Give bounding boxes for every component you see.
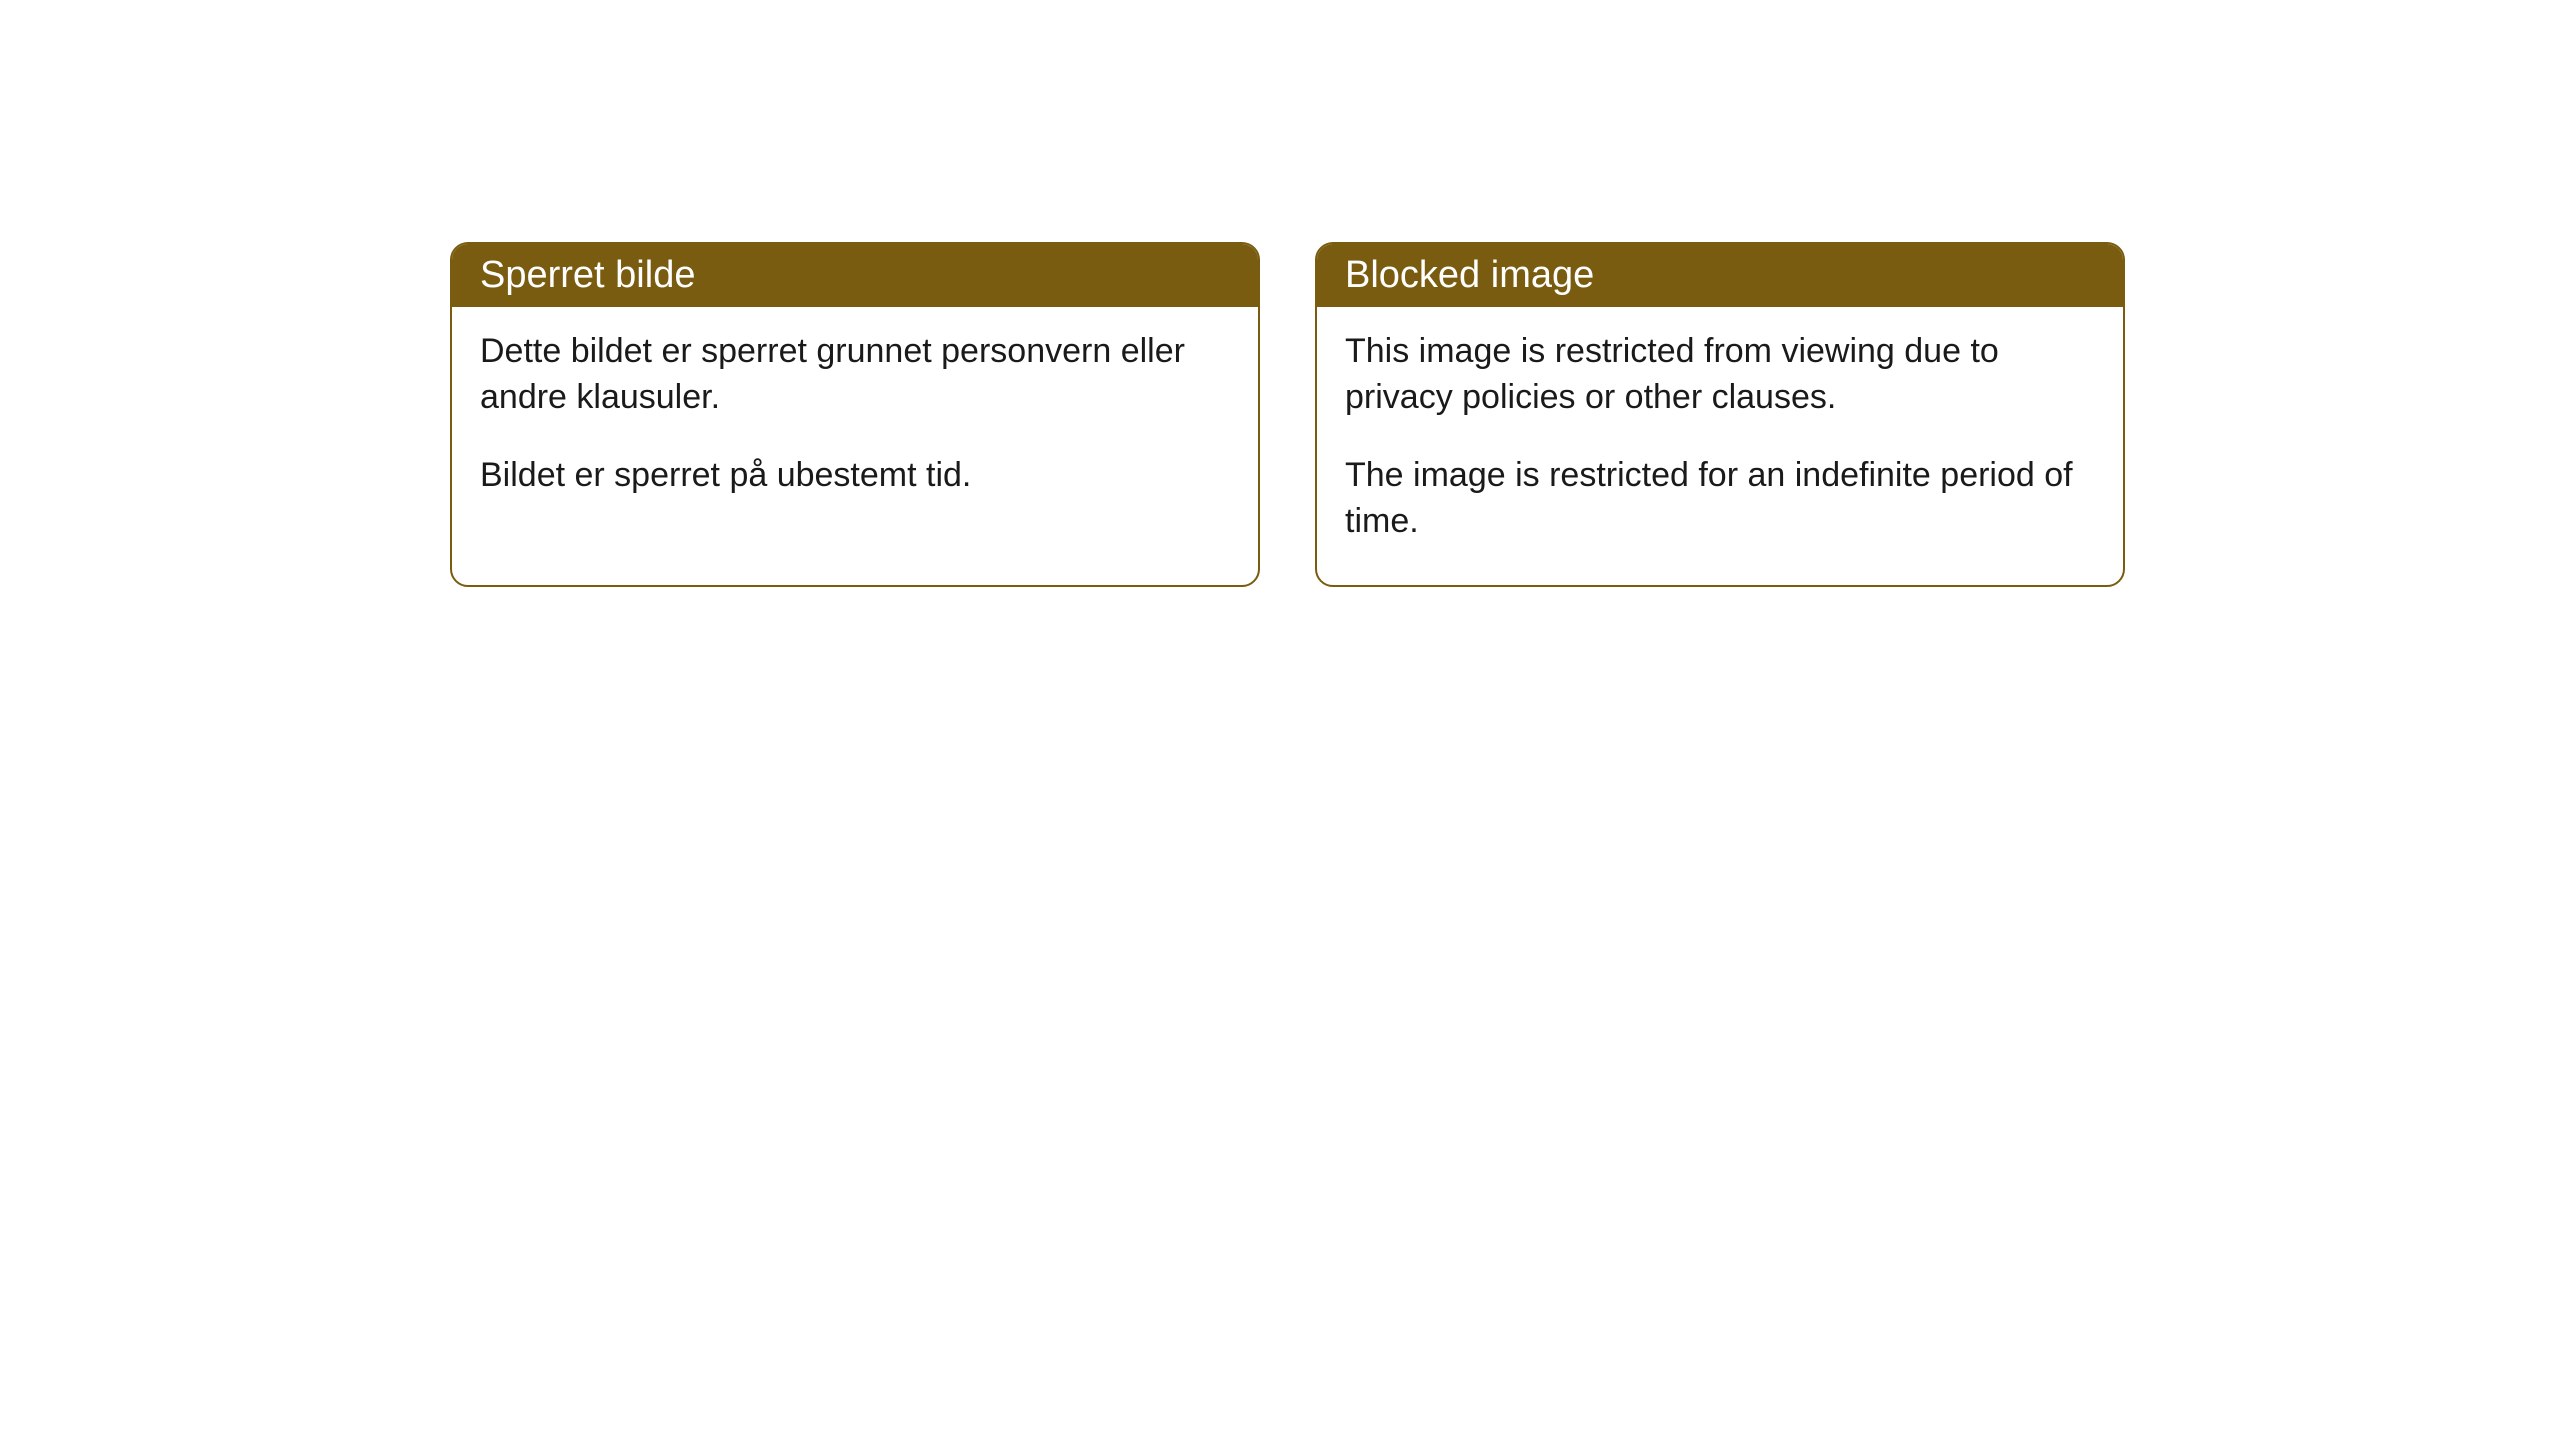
notice-body: This image is restricted from viewing du… [1317, 307, 2123, 585]
notice-header: Sperret bilde [452, 244, 1258, 307]
notice-paragraph: The image is restricted for an indefinit… [1345, 453, 2095, 545]
notice-card-norwegian: Sperret bilde Dette bildet er sperret gr… [450, 242, 1260, 587]
notice-container: Sperret bilde Dette bildet er sperret gr… [0, 0, 2560, 587]
notice-paragraph: Bildet er sperret på ubestemt tid. [480, 453, 1230, 499]
notice-card-english: Blocked image This image is restricted f… [1315, 242, 2125, 587]
notice-title: Blocked image [1345, 254, 1594, 296]
notice-paragraph: This image is restricted from viewing du… [1345, 329, 2095, 421]
notice-paragraph: Dette bildet er sperret grunnet personve… [480, 329, 1230, 421]
notice-header: Blocked image [1317, 244, 2123, 307]
notice-title: Sperret bilde [480, 254, 695, 296]
notice-body: Dette bildet er sperret grunnet personve… [452, 307, 1258, 539]
